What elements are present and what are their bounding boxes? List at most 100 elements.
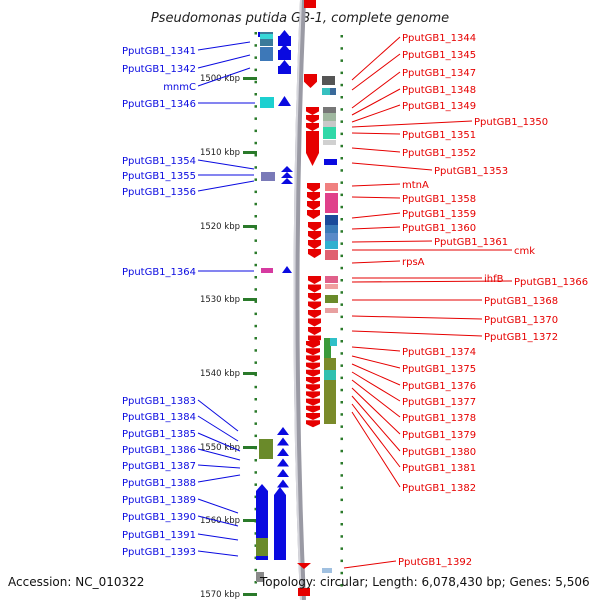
tick-dot — [254, 361, 257, 364]
tick-dot — [254, 117, 257, 120]
hit-block — [324, 159, 337, 165]
tick-dot — [254, 154, 257, 157]
tick-dot — [254, 483, 257, 486]
left-leader-line — [197, 399, 239, 432]
right-leader-line — [351, 346, 401, 352]
left-gene-label: PputGB1_1393 — [122, 547, 196, 558]
right-leader-line — [351, 132, 401, 135]
forward-gene-arrow — [277, 479, 289, 488]
right-gene-label: PputGB1_1359 — [402, 209, 476, 220]
hit-block — [260, 97, 274, 108]
tick-dot — [340, 559, 343, 563]
right-leader-line — [351, 53, 401, 91]
hit-block — [325, 225, 338, 233]
reverse-gene-arrow — [308, 249, 321, 258]
tick-dot — [340, 498, 343, 502]
tick-dot — [340, 449, 343, 453]
hit-block — [325, 284, 338, 289]
tick-dot — [254, 288, 257, 291]
tick-dot — [340, 413, 343, 416]
hit-block — [256, 538, 268, 556]
right-leader-line — [351, 71, 401, 109]
tick-dot — [340, 279, 343, 282]
tick-dot — [254, 568, 257, 572]
tick-dot — [254, 337, 257, 340]
tick-dot — [254, 178, 257, 181]
right-gene-label: PputGB1_1368 — [484, 296, 558, 307]
tick-dot — [340, 181, 343, 184]
right-leader-line — [351, 387, 401, 435]
tick-dot — [254, 276, 257, 279]
right-gene-label: PputGB1_1380 — [402, 447, 476, 458]
hit-block — [261, 268, 273, 273]
right-leader-line — [351, 183, 401, 187]
tick-dot — [254, 324, 257, 328]
tick-dot — [340, 96, 343, 99]
left-leader-line — [197, 550, 239, 557]
tick-dot — [254, 312, 257, 316]
reverse-gene-arrow — [308, 293, 321, 301]
hit-block — [325, 233, 338, 241]
tick-dot — [340, 437, 343, 441]
reverse-gene-arrow — [306, 348, 320, 356]
hit-block — [325, 295, 338, 303]
right-leader-line — [351, 363, 401, 386]
right-gene-label: PputGB1_1349 — [402, 101, 476, 112]
reverse-gene-arrow — [306, 413, 320, 420]
feature-track — [256, 0, 338, 596]
left-leader-line — [197, 448, 241, 461]
right-gene-label: PputGB1_1351 — [402, 130, 476, 141]
hit-block — [260, 47, 273, 61]
reverse-gene-arrow — [308, 327, 321, 335]
tick-dot — [254, 202, 257, 206]
scale-label: 1530 kbp — [200, 295, 240, 305]
right-leader-line — [351, 162, 433, 171]
forward-gene-block — [274, 495, 286, 560]
left-leader-line — [197, 67, 251, 87]
right-leader-line — [351, 403, 401, 468]
right-gene-label: cmk — [514, 246, 535, 257]
right-gene-label: PputGB1_1366 — [514, 277, 588, 288]
reverse-gene-arrow — [306, 362, 320, 370]
hit-block — [323, 113, 336, 121]
reverse-gene-arrow — [308, 301, 321, 310]
left-gene-label: PputGB1_1364 — [122, 267, 196, 278]
left-leader-line — [197, 474, 241, 483]
backbone-arc — [293, 0, 306, 600]
right-gene-label: PputGB1_1377 — [402, 397, 476, 408]
tick-dot — [254, 556, 257, 560]
reverse-gene-arrow — [308, 222, 321, 231]
reverse-gene-arrow — [306, 355, 320, 363]
tick-dot — [340, 132, 343, 136]
reverse-gene-block — [306, 131, 319, 153]
tick-dot — [340, 108, 343, 111]
reverse-gene-arrow — [306, 398, 320, 406]
left-gene-label: PputGB1_1387 — [122, 461, 196, 472]
right-gene-label: PputGB1_1376 — [402, 381, 476, 392]
right-gene-label: PputGB1_1382 — [402, 483, 476, 494]
hit-block — [325, 276, 338, 283]
forward-gene-arrow — [278, 44, 291, 52]
right-leader-line — [351, 280, 513, 283]
tick-dot — [254, 532, 257, 535]
hit-block — [256, 572, 264, 582]
tick-dot — [254, 507, 257, 511]
right-leader-line — [351, 315, 483, 320]
hit-block — [325, 193, 338, 213]
reverse-gene-arrow — [306, 115, 319, 123]
right-gene-label: PputGB1_1344 — [402, 33, 476, 44]
right-gene-label: PputGB1_1370 — [484, 315, 558, 326]
scale-major-tick — [243, 77, 257, 80]
tick-dot — [254, 105, 257, 108]
scale-label: 1510 kbp — [200, 148, 240, 158]
hit-block — [259, 439, 273, 459]
tick-dot — [340, 462, 343, 465]
hit-block — [323, 121, 336, 127]
forward-gene-arrow — [281, 172, 293, 178]
reverse-gene-arrow — [307, 210, 320, 219]
left-leader-line — [197, 464, 241, 469]
right-gene-label: PputGB1_1361 — [434, 237, 508, 248]
tick-dot — [254, 56, 257, 59]
right-leader-line — [351, 330, 483, 337]
